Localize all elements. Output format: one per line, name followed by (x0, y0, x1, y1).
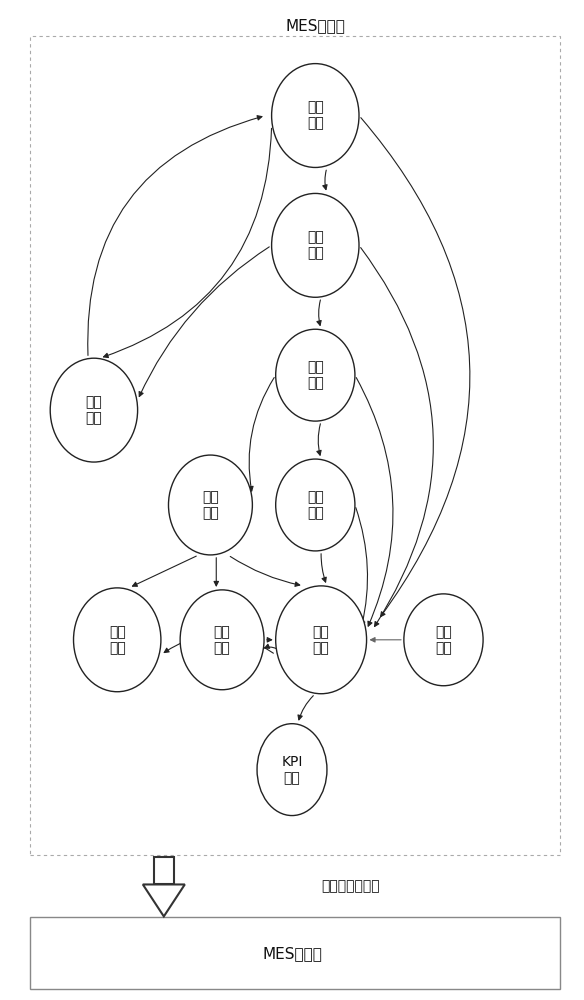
Text: KPI
统计: KPI 统计 (281, 755, 303, 785)
FancyBboxPatch shape (30, 36, 560, 855)
Text: MES主框架: MES主框架 (262, 946, 322, 961)
Ellipse shape (169, 455, 252, 555)
FancyBboxPatch shape (30, 917, 560, 989)
Text: 计划
排产: 计划 排产 (307, 100, 324, 131)
Ellipse shape (257, 724, 327, 816)
Ellipse shape (74, 588, 161, 692)
Text: 生产
追踪: 生产 追踪 (313, 625, 329, 655)
Text: 工艺
管理: 工艺 管理 (435, 625, 452, 655)
Ellipse shape (276, 459, 355, 551)
Text: 生产
调度: 生产 调度 (307, 360, 324, 390)
Ellipse shape (50, 358, 138, 462)
Ellipse shape (276, 586, 367, 694)
Text: 物料
配送: 物料 配送 (307, 490, 324, 520)
Ellipse shape (404, 594, 483, 686)
Text: 插拔式集成方式: 插拔式集成方式 (321, 879, 380, 893)
Ellipse shape (272, 64, 359, 167)
Text: 设备
管理: 设备 管理 (85, 395, 102, 425)
Text: 质量
管理: 质量 管理 (109, 625, 126, 655)
FancyBboxPatch shape (154, 857, 174, 884)
Ellipse shape (180, 590, 264, 690)
Text: 报警
管理: 报警 管理 (214, 625, 231, 655)
Text: 计划
调度: 计划 调度 (307, 230, 324, 260)
Text: MES子模块: MES子模块 (286, 18, 345, 33)
Polygon shape (143, 884, 185, 916)
Ellipse shape (276, 329, 355, 421)
Ellipse shape (272, 193, 359, 297)
Text: 数据
采集: 数据 采集 (202, 490, 219, 520)
